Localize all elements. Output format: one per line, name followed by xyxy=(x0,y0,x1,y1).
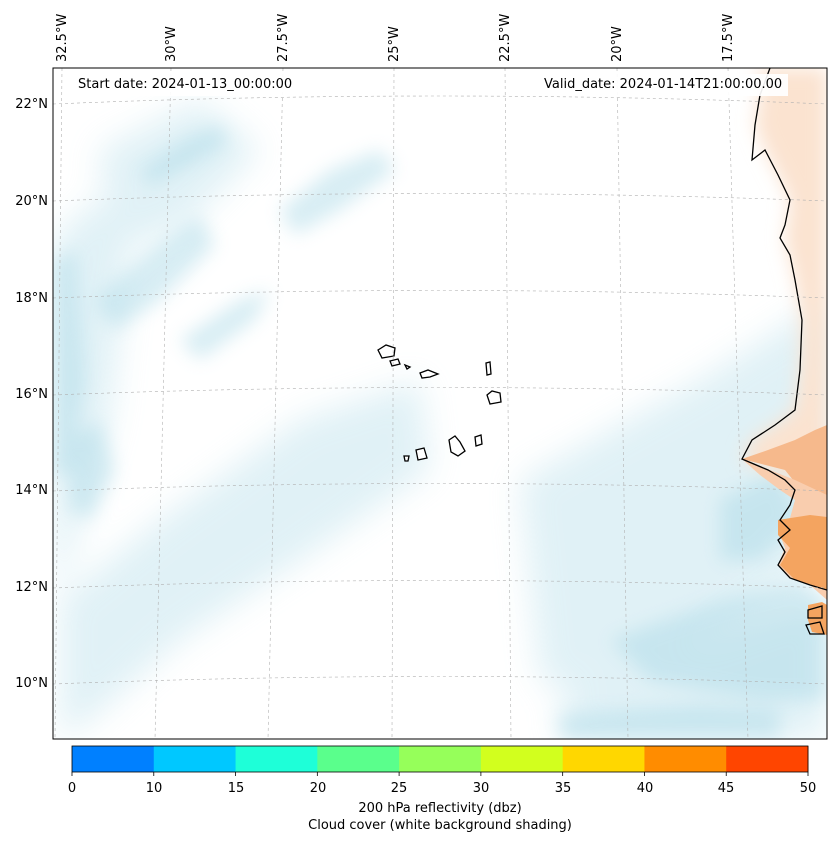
meridian-line xyxy=(267,68,284,739)
colorbar-tick-label: 15 xyxy=(227,781,245,796)
cloud-cover-layer xyxy=(53,100,827,739)
meridian-line xyxy=(616,68,629,739)
colorbar-segment xyxy=(562,746,645,772)
cloud-band xyxy=(180,290,270,360)
cape-verde-island xyxy=(403,455,410,462)
lat-label: 18°N xyxy=(15,291,48,306)
colorbar xyxy=(72,746,809,772)
parallel-line xyxy=(53,387,827,396)
cape-verde-island xyxy=(419,369,440,379)
meridian-line xyxy=(154,68,172,739)
lat-label: 16°N xyxy=(15,387,48,402)
cape-verde-island xyxy=(389,358,401,367)
cloud-band xyxy=(140,125,228,185)
colorbar-tick-label: 25 xyxy=(390,781,408,796)
cape-verde-island xyxy=(415,447,428,461)
lon-label: 22.5°W xyxy=(498,13,513,62)
parallel-line xyxy=(53,580,827,589)
lon-label: 17.5°W xyxy=(721,13,736,62)
cape-verde-island xyxy=(474,434,483,447)
lat-label: 20°N xyxy=(15,194,48,209)
colorbar-tick-label: 10 xyxy=(145,781,163,796)
coastline xyxy=(377,68,827,635)
colorbar-segment xyxy=(72,746,155,772)
meridian-line xyxy=(54,68,63,739)
lat-label: 14°N xyxy=(15,483,48,498)
meridian-line xyxy=(504,68,512,739)
map-frame xyxy=(52,67,828,740)
land-background xyxy=(742,68,827,495)
land-shading xyxy=(778,515,827,590)
meridian-line xyxy=(391,68,395,739)
cloud-band xyxy=(95,215,215,330)
cloud-band xyxy=(610,580,827,700)
start-date: Start date: 2024-01-13_00:00:00 xyxy=(72,74,299,96)
lon-label: 32.5°W xyxy=(55,13,70,62)
colorbar-tick-marks xyxy=(71,772,809,776)
valid-date: Valid_date: 2024-01-14T21:00:00.00 xyxy=(538,74,789,96)
cloud-patch xyxy=(60,380,430,739)
lat-label: 12°N xyxy=(15,580,48,595)
cape-verde-island xyxy=(403,363,412,370)
parallel-line xyxy=(53,676,827,685)
lat-label: 22°N xyxy=(15,97,48,112)
cape-verde-island xyxy=(485,361,492,376)
lon-label: 25°W xyxy=(387,26,402,62)
colorbar-frame xyxy=(71,745,809,773)
parallel-line xyxy=(53,290,827,299)
colorbar-segment xyxy=(153,746,237,772)
parallel-line xyxy=(53,95,827,105)
colorbar-tick-label: 45 xyxy=(717,781,735,796)
cloud-band xyxy=(53,250,85,480)
colorbar-segment xyxy=(235,746,318,772)
lat-label: 10°N xyxy=(15,676,48,691)
colorbar-segment xyxy=(317,746,400,772)
lon-label: 30°W xyxy=(164,26,179,62)
colorbar-tick-label: 50 xyxy=(799,781,817,796)
colorbar-segment xyxy=(644,746,727,772)
colorbar-label: 200 hPa reflectivity (dbz) xyxy=(358,801,522,816)
colorbar-tick-label: 30 xyxy=(472,781,490,796)
cloud-band xyxy=(70,420,115,520)
land-shading xyxy=(742,425,827,495)
cape-verde-island xyxy=(486,390,502,405)
lon-label: 27.5°W xyxy=(276,13,291,62)
gridlines xyxy=(53,68,827,739)
lon-label: 20°W xyxy=(610,26,625,62)
colorbar-tick-label: 0 xyxy=(67,781,77,796)
cape-verde-island xyxy=(377,344,396,359)
cloud-band xyxy=(280,150,395,235)
meridian-line xyxy=(727,68,749,739)
colorbar-segment xyxy=(399,746,482,772)
colorbar-tick-label: 40 xyxy=(636,781,654,796)
cape-verde-island xyxy=(448,435,466,457)
land-layer xyxy=(742,68,827,635)
west-africa-coast xyxy=(741,68,827,591)
colorbar-segment xyxy=(726,746,809,772)
cloud-band xyxy=(560,705,780,739)
colorbar-tick-label: 35 xyxy=(554,781,572,796)
coast-island xyxy=(807,605,823,619)
parallel-line xyxy=(53,483,827,492)
colorbar-sublabel: Cloud cover (white background shading) xyxy=(308,818,572,833)
colorbar-segment xyxy=(480,746,564,772)
parallel-line xyxy=(53,193,827,202)
colorbar-tick-label: 20 xyxy=(309,781,327,796)
coast-island xyxy=(805,621,825,635)
